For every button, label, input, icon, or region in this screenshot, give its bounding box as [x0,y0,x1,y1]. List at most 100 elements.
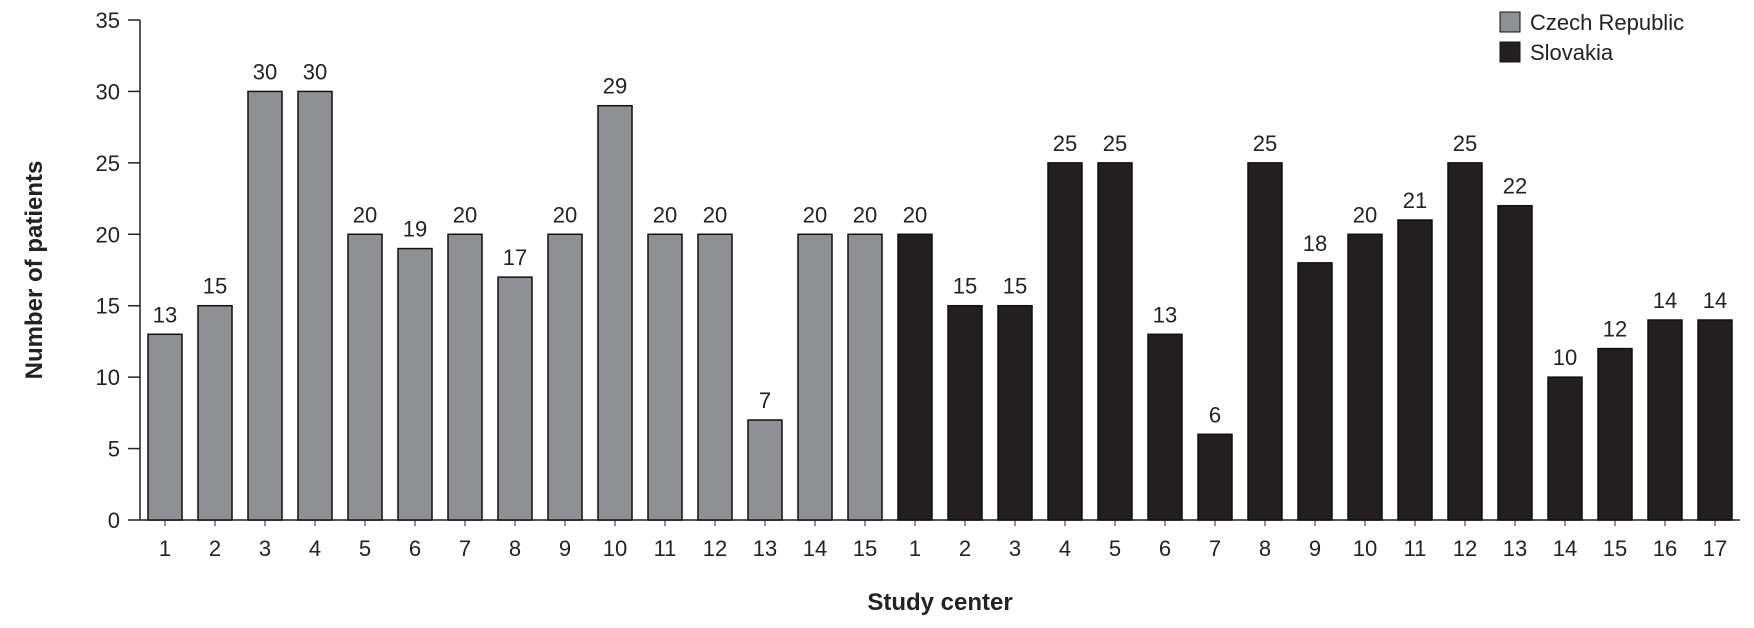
bar [1297,262,1333,521]
y-tick-label: 35 [96,8,120,33]
x-tick-label: 13 [753,536,777,561]
bar [1497,204,1533,521]
data-label: 22 [1503,174,1527,199]
bar [1397,219,1433,521]
bar [1597,347,1633,521]
data-label: 15 [203,274,227,299]
x-tick-label: 7 [459,536,471,561]
data-label: 20 [1353,202,1377,227]
data-label: 30 [303,59,327,84]
data-label: 12 [1603,317,1627,342]
bar [547,233,583,521]
data-label: 20 [553,202,577,227]
x-tick-label: 13 [1503,536,1527,561]
y-tick-label: 25 [96,151,120,176]
bar [1197,433,1233,521]
x-tick-label: 12 [1453,536,1477,561]
bar [297,90,333,521]
x-tick-label: 4 [1059,536,1071,561]
x-tick-label: 14 [1553,536,1577,561]
data-label: 13 [1153,302,1177,327]
bar [747,419,783,521]
data-label: 20 [703,202,727,227]
bar [847,233,883,521]
x-tick-label: 11 [1404,536,1427,561]
bar [1147,333,1183,521]
bar [1047,162,1083,521]
data-label: 6 [1209,402,1221,427]
data-label: 17 [503,245,527,270]
x-tick-label: 11 [654,536,677,561]
data-label: 20 [353,202,377,227]
x-tick-label: 9 [1309,536,1321,561]
data-label: 15 [1003,274,1027,299]
bar [1097,162,1133,521]
x-tick-label: 1 [909,536,921,561]
x-tick-label: 1 [159,536,171,561]
data-label: 18 [1303,231,1327,256]
x-tick-label: 6 [409,536,421,561]
y-axis-title: Number of patients [21,161,48,380]
bar [947,304,983,521]
data-label: 13 [153,302,177,327]
bar [647,233,683,521]
bar [897,233,933,521]
bar [397,247,433,521]
bar [997,304,1033,521]
bar [1347,233,1383,521]
x-tick-label: 4 [309,536,321,561]
x-tick-label: 10 [603,536,627,561]
data-label: 20 [803,202,827,227]
legend-swatch-czech-republic [1499,11,1521,33]
bar [1247,162,1283,521]
x-tick-label: 15 [1603,536,1627,561]
data-label: 7 [759,388,771,413]
y-tick-label: 10 [96,365,120,390]
data-label: 15 [953,274,977,299]
x-tick-label: 3 [1009,536,1021,561]
y-tick-label: 0 [108,508,120,533]
data-label: 20 [853,202,877,227]
x-tick-label: 5 [1109,536,1121,561]
y-tick-label: 15 [96,294,120,319]
x-tick-label: 14 [803,536,827,561]
data-label: 29 [603,74,627,99]
x-tick-label: 16 [1653,536,1677,561]
legend-label-slovakia: Slovakia [1530,40,1614,65]
x-tick-label: 5 [359,536,371,561]
x-axis-title: Study center [867,589,1012,616]
legend-label-czech-republic: Czech Republic [1530,10,1684,35]
x-tick-label: 2 [959,536,971,561]
bars [147,90,1733,521]
data-label: 25 [1453,131,1477,156]
x-tick-label: 2 [209,536,221,561]
data-label: 10 [1553,345,1577,370]
x-tick-label: 15 [853,536,877,561]
bar [447,233,483,521]
data-label: 25 [1053,131,1077,156]
legend-swatch-slovakia [1499,41,1521,63]
legend: Czech Republic Slovakia [1499,10,1684,65]
bar [1647,319,1683,521]
data-label: 20 [653,202,677,227]
bar [497,276,533,521]
data-label: 25 [1253,131,1277,156]
bar [1547,376,1583,521]
x-tick-label: 6 [1159,536,1171,561]
x-tick-label: 8 [509,536,521,561]
x-tick-label: 9 [559,536,571,561]
x-tick-label: 3 [259,536,271,561]
y-tick-label: 20 [96,222,120,247]
data-label: 25 [1103,131,1127,156]
bar [347,233,383,521]
labels: 1311523033042051962071782092910201120127… [153,59,1727,561]
data-label: 20 [453,202,477,227]
bar [1447,162,1483,521]
bar [697,233,733,521]
data-label: 14 [1703,288,1727,313]
x-tick-label: 8 [1259,536,1271,561]
bar [597,104,633,521]
data-label: 21 [1403,188,1427,213]
